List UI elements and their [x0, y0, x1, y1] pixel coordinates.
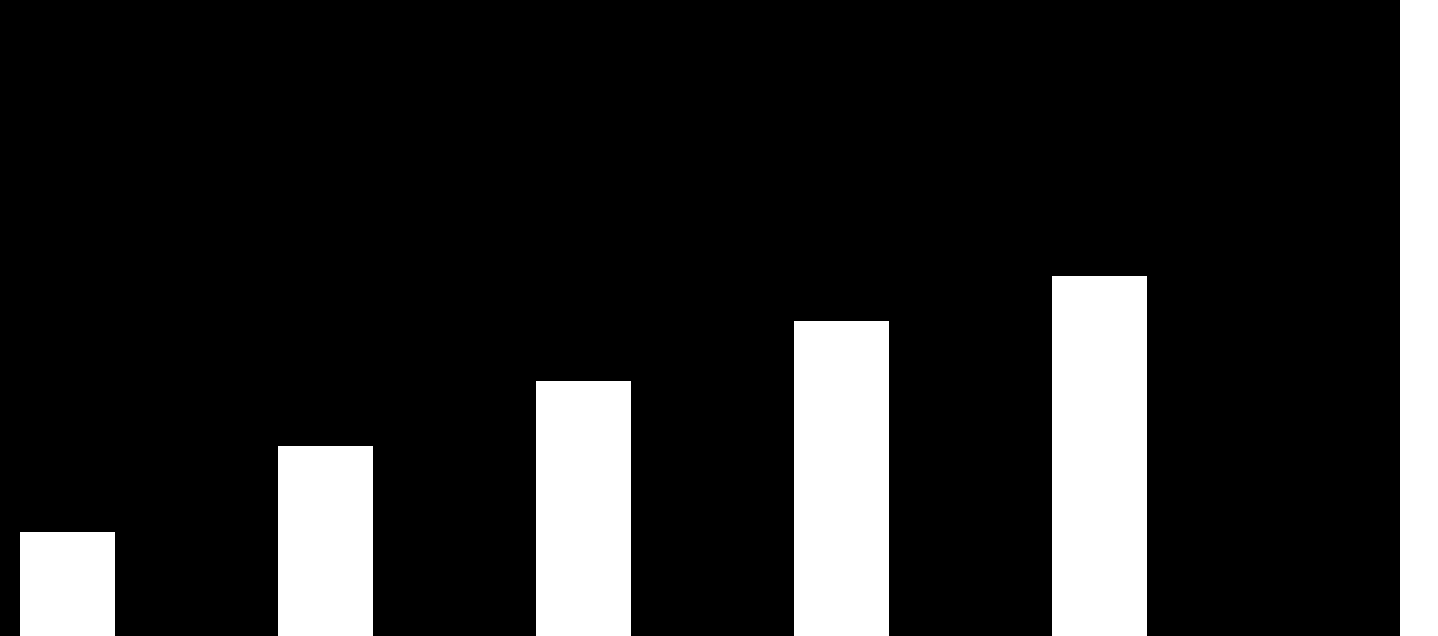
bar-5	[1400, 0, 1438, 636]
bar-chart	[0, 0, 1438, 636]
bar-2	[536, 381, 631, 636]
bar-1	[278, 446, 373, 636]
bar-4	[1052, 276, 1147, 636]
bar-3	[794, 321, 889, 636]
bar-0	[20, 532, 115, 636]
